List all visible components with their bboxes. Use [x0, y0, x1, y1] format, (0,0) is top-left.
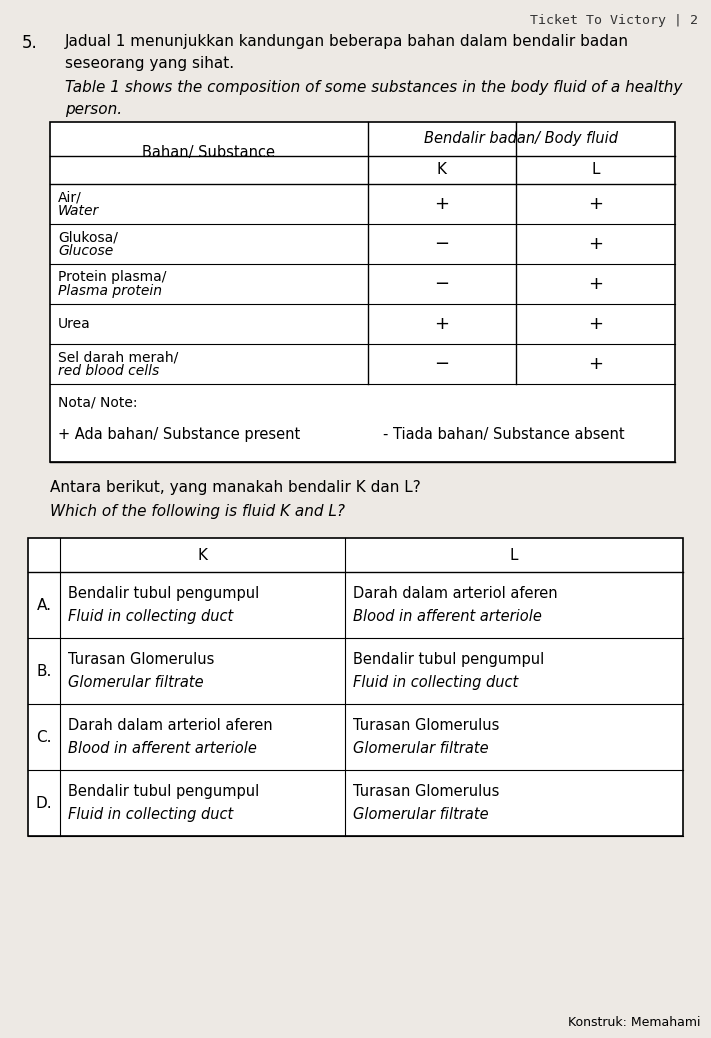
Text: Darah dalam arteriol aferen: Darah dalam arteriol aferen [68, 718, 272, 733]
Text: Bendalir badan/ Body fluid: Bendalir badan/ Body fluid [424, 132, 619, 146]
Text: Ticket To Victory | 2: Ticket To Victory | 2 [530, 13, 698, 27]
Text: person.: person. [65, 102, 122, 117]
Text: Sel darah merah/: Sel darah merah/ [58, 350, 178, 364]
Text: Antara berikut, yang manakah bendalir K dan L?: Antara berikut, yang manakah bendalir K … [50, 480, 421, 495]
Text: L: L [510, 547, 518, 563]
Text: Darah dalam arteriol aferen: Darah dalam arteriol aferen [353, 586, 557, 601]
Text: +: + [434, 195, 449, 213]
Text: Bendalir tubul pengumpul: Bendalir tubul pengumpul [68, 586, 260, 601]
Text: A.: A. [36, 598, 51, 612]
Text: Glomerular filtrate: Glomerular filtrate [68, 675, 203, 689]
Text: Turasan Glomerulus: Turasan Glomerulus [353, 718, 499, 733]
Text: Fluid in collecting duct: Fluid in collecting duct [68, 608, 233, 624]
Text: Turasan Glomerulus: Turasan Glomerulus [68, 652, 215, 667]
Text: +: + [588, 355, 603, 373]
Text: −: − [434, 235, 449, 253]
Text: Which of the following is fluid K and L?: Which of the following is fluid K and L? [50, 504, 345, 519]
Text: seseorang yang sihat.: seseorang yang sihat. [65, 56, 234, 71]
Text: Glukosa/: Glukosa/ [58, 230, 118, 244]
Text: D.: D. [36, 795, 53, 811]
Text: L: L [592, 163, 600, 177]
Text: −: − [434, 275, 449, 293]
Text: 5.: 5. [22, 34, 38, 52]
Text: Glomerular filtrate: Glomerular filtrate [353, 741, 488, 756]
Text: +: + [588, 275, 603, 293]
Text: Blood in afferent arteriole: Blood in afferent arteriole [68, 741, 257, 756]
Text: Fluid in collecting duct: Fluid in collecting duct [68, 807, 233, 822]
Text: Blood in afferent arteriole: Blood in afferent arteriole [353, 608, 542, 624]
Text: B.: B. [36, 663, 52, 679]
Text: Bahan/ Substance: Bahan/ Substance [142, 145, 275, 161]
Text: Bendalir tubul pengumpul: Bendalir tubul pengumpul [353, 652, 544, 667]
Text: +: + [434, 315, 449, 333]
Text: + Ada bahan/ Substance present: + Ada bahan/ Substance present [58, 427, 300, 441]
Text: +: + [588, 195, 603, 213]
Bar [50, 122, 675, 462]
Text: Glucose: Glucose [58, 244, 113, 258]
Text: Table 1 shows the composition of some substances in the body fluid of a healthy: Table 1 shows the composition of some su… [65, 80, 683, 95]
Text: C.: C. [36, 730, 52, 744]
Text: Konstruk: Memahami: Konstruk: Memahami [567, 1015, 700, 1029]
Text: Glomerular filtrate: Glomerular filtrate [353, 807, 488, 822]
Text: −: − [434, 355, 449, 373]
Text: Air/: Air/ [58, 190, 82, 204]
Text: Jadual 1 menunjukkan kandungan beberapa bahan dalam bendalir badan: Jadual 1 menunjukkan kandungan beberapa … [65, 34, 629, 49]
Text: K: K [198, 547, 208, 563]
Text: - Tiada bahan/ Substance absent: - Tiada bahan/ Substance absent [383, 427, 625, 441]
Text: Plasma protein: Plasma protein [58, 284, 162, 298]
Text: Fluid in collecting duct: Fluid in collecting duct [353, 675, 518, 689]
Text: Protein plasma/: Protein plasma/ [58, 270, 166, 284]
Text: Turasan Glomerulus: Turasan Glomerulus [353, 785, 499, 799]
Text: red blood cells: red blood cells [58, 364, 159, 378]
Bar [28, 538, 683, 836]
Text: +: + [588, 235, 603, 253]
Text: +: + [588, 315, 603, 333]
Text: Water: Water [58, 204, 100, 218]
Text: Nota/ Note:: Nota/ Note: [58, 395, 137, 409]
Text: Urea: Urea [58, 317, 91, 331]
Text: K: K [437, 163, 447, 177]
Text: Bendalir tubul pengumpul: Bendalir tubul pengumpul [68, 785, 260, 799]
